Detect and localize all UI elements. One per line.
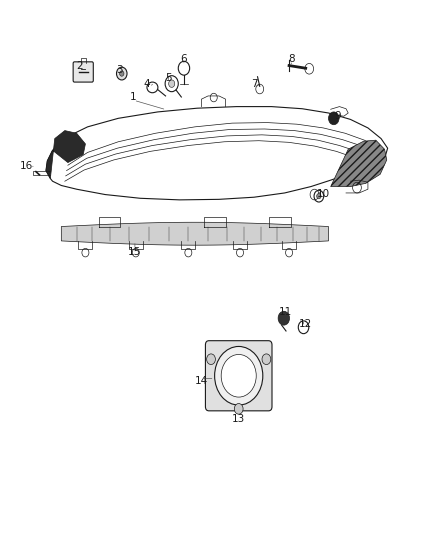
FancyBboxPatch shape — [73, 62, 93, 82]
Text: 3: 3 — [116, 66, 123, 75]
Text: 10: 10 — [317, 189, 330, 199]
Circle shape — [120, 71, 124, 76]
Text: 1: 1 — [130, 92, 137, 102]
Text: 12: 12 — [299, 319, 312, 328]
Circle shape — [215, 346, 263, 405]
Circle shape — [117, 67, 127, 80]
Circle shape — [317, 193, 321, 199]
Text: 8: 8 — [288, 54, 295, 63]
Text: 2: 2 — [76, 61, 83, 71]
Text: 11: 11 — [279, 307, 292, 317]
Circle shape — [278, 311, 290, 325]
FancyBboxPatch shape — [205, 341, 272, 411]
Circle shape — [262, 354, 271, 365]
Circle shape — [234, 403, 243, 414]
Polygon shape — [46, 131, 85, 179]
Polygon shape — [331, 140, 387, 187]
Text: 4: 4 — [143, 79, 150, 88]
Text: 7: 7 — [251, 79, 258, 88]
Text: 5: 5 — [165, 74, 172, 83]
Text: 16: 16 — [20, 161, 33, 171]
Circle shape — [207, 354, 215, 365]
Circle shape — [169, 80, 175, 87]
Text: 6: 6 — [180, 54, 187, 63]
Text: 13: 13 — [232, 415, 245, 424]
Text: 15: 15 — [128, 247, 141, 256]
Text: 14: 14 — [195, 376, 208, 385]
Text: 9: 9 — [334, 111, 341, 120]
Circle shape — [328, 112, 339, 125]
Polygon shape — [61, 222, 328, 245]
Circle shape — [221, 354, 256, 397]
